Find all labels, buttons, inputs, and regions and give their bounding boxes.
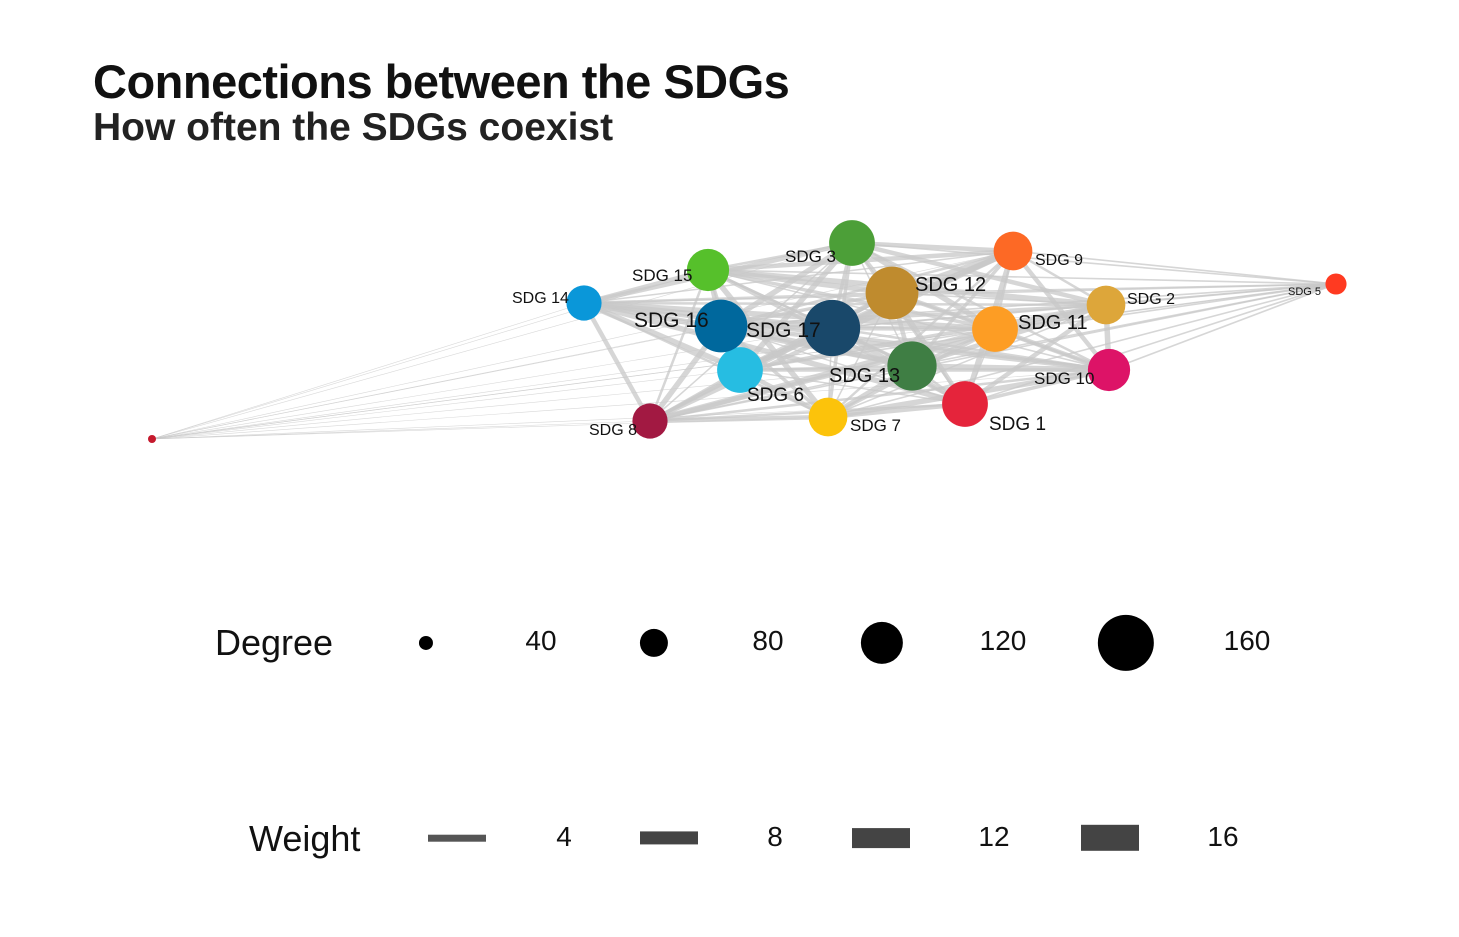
node-sdg-11 — [972, 306, 1018, 352]
node-label-sdg-16: SDG 16 — [634, 309, 709, 332]
edge-sdg5-sdg6 — [739, 283, 1337, 371]
node-sdg-4 — [148, 435, 156, 443]
node-label-sdg-2: SDG 2 — [1127, 291, 1175, 308]
degree-legend-symbol — [418, 635, 434, 651]
edge-sdg4-sdg8 — [151, 420, 651, 440]
degree-legend-label: 160 — [1223, 625, 1271, 656]
edge-sdg3-sdg10 — [851, 241, 1110, 372]
edge-layer — [151, 240, 1337, 440]
weight-legend-title: Weight — [249, 818, 361, 859]
edge-sdg10-sdg15 — [707, 269, 1110, 371]
edge-sdg2-sdg3 — [851, 240, 1107, 308]
weight-legend-symbol — [1081, 824, 1139, 852]
node-label-sdg-15: SDG 15 — [632, 266, 692, 285]
edge-sdg3-sdg5 — [851, 242, 1337, 285]
node-sdg-13 — [887, 341, 937, 391]
edge-sdg9-sdg14 — [583, 250, 1014, 304]
edge-sdg5-sdg9 — [1012, 250, 1337, 285]
weight-legend-label: 8 — [767, 821, 783, 852]
node-label-sdg-17: SDG 17 — [746, 319, 821, 342]
node-sdg-5 — [1325, 273, 1347, 295]
edge-sdg3-sdg15 — [707, 241, 853, 272]
edge-sdg4-sdg6 — [151, 369, 741, 440]
edge-sdg7-sdg9 — [827, 250, 1014, 418]
edge-sdg5-sdg15 — [707, 269, 1337, 285]
edge-sdg4-sdg16 — [151, 325, 722, 440]
edge-sdg5-sdg17 — [831, 283, 1337, 329]
edge-sdg4-sdg15 — [151, 269, 709, 440]
node-label-sdg-12: SDG 12 — [915, 274, 986, 296]
node-label-sdg-7: SDG 7 — [850, 416, 901, 435]
weight-legend-symbol — [640, 831, 698, 845]
edge-sdg8-sdg10 — [649, 368, 1110, 423]
node-sdg-16 — [694, 299, 748, 353]
node-sdg-3 — [829, 220, 875, 266]
node-sdg-10 — [1087, 348, 1131, 392]
node-label-sdg-14: SDG 14 — [512, 290, 569, 307]
weight-legend: Weight 4 8 12 16 — [0, 800, 1459, 880]
edge-sdg4-sdg13 — [151, 365, 913, 440]
node-label-sdg-10: SDG 10 — [1034, 369, 1094, 388]
edge-sdg7-sdg8 — [649, 414, 829, 424]
node-sdg-17 — [803, 299, 861, 357]
degree-legend: Degree 40 80 120 160 — [0, 600, 1459, 690]
node-layer — [148, 220, 1347, 443]
edge-sdg10-sdg17 — [831, 326, 1110, 372]
page-title: Connections between the SDGs — [93, 55, 790, 108]
node-label-sdg-1: SDG 1 — [989, 414, 1046, 435]
node-sdg-9 — [993, 231, 1033, 271]
network-graph: SDG 1 SDG 2 SDG 3 SDG 5 SDG 6 SDG 7 SDG 8 SDG 9… — [148, 220, 1347, 443]
weight-legend-symbol — [428, 834, 486, 842]
edge-sdg12-sdg14 — [583, 291, 893, 305]
node-label-sdg-13: SDG 13 — [829, 365, 900, 387]
edge-sdg7-sdg15 — [705, 268, 831, 419]
node-sdg-15 — [686, 248, 730, 292]
node-sdg-6 — [717, 347, 763, 393]
degree-legend-label: 40 — [525, 625, 557, 656]
node-sdg-14 — [566, 285, 602, 321]
node-label-sdg-3: SDG 3 — [785, 247, 836, 266]
edge-sdg4-sdg11 — [151, 328, 996, 440]
weight-legend-label: 12 — [978, 821, 1010, 852]
node-label-sdg-5: SDG 5 — [1288, 286, 1321, 298]
node-sdg-1 — [942, 381, 988, 427]
node-sdg-7 — [808, 397, 848, 437]
edge-sdg4-sdg10 — [151, 369, 1110, 440]
edge-sdg2-sdg6 — [739, 303, 1107, 372]
edge-sdg5-sdg7 — [827, 283, 1337, 418]
node-sdg-8 — [632, 403, 668, 439]
node-label-sdg-9: SDG 9 — [1035, 252, 1083, 269]
edge-sdg8-sdg14 — [582, 301, 652, 423]
node-label-sdg-6: SDG 6 — [747, 385, 804, 406]
edge-sdg5-sdg10 — [1108, 283, 1337, 371]
weight-legend-symbol — [852, 828, 910, 848]
label-layer: SDG 1 SDG 2 SDG 3 SDG 5 SDG 6 SDG 7 SDG 8 SDG 9… — [512, 247, 1321, 439]
page-subtitle: How often the SDGs coexist — [93, 106, 614, 149]
edge-sdg3-sdg9 — [851, 240, 1014, 254]
edge-sdg9-sdg10 — [1011, 249, 1111, 372]
degree-legend-label: 80 — [752, 625, 784, 656]
weight-legend-label: 4 — [556, 821, 572, 852]
degree-legend-symbol — [639, 628, 669, 658]
degree-legend-symbol — [860, 621, 904, 665]
edge-sdg14-sdg15 — [583, 267, 709, 306]
node-sdg-12 — [865, 266, 919, 320]
edge-sdg7-sdg14 — [583, 301, 829, 419]
degree-legend-symbol — [1097, 614, 1155, 672]
edge-sdg4-sdg14 — [151, 302, 585, 440]
edge-sdg12-sdg15 — [707, 267, 893, 296]
weight-legend-label: 16 — [1207, 821, 1239, 852]
degree-legend-label: 120 — [979, 625, 1027, 656]
edge-sdg8-sdg13 — [649, 365, 913, 422]
edge-sdg8-sdg15 — [648, 269, 710, 422]
edge-sdg9-sdg17 — [830, 248, 1015, 331]
edge-sdg10-sdg13 — [911, 363, 1110, 373]
edge-sdg5-sdg11 — [994, 283, 1337, 330]
node-sdg-2 — [1086, 285, 1126, 325]
node-label-sdg-11: SDG 11 — [1018, 312, 1088, 334]
degree-legend-title: Degree — [215, 622, 334, 663]
node-label-sdg-8: SDG 8 — [589, 422, 637, 439]
